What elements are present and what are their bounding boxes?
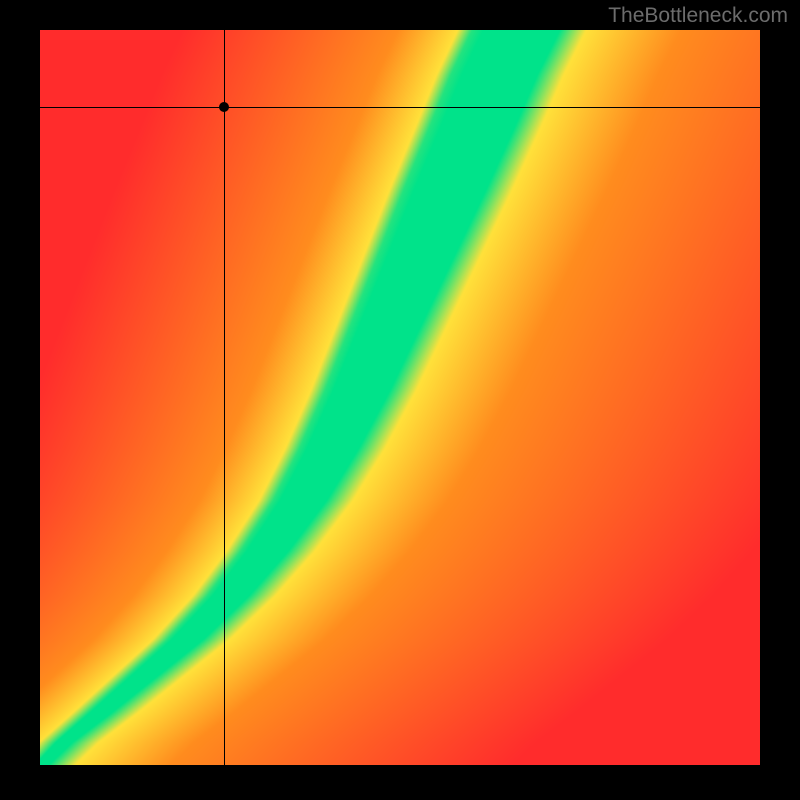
crosshair-vertical: [224, 30, 225, 765]
heatmap-canvas: [40, 30, 760, 765]
heatmap-chart: [40, 30, 760, 765]
watermark-text: TheBottleneck.com: [608, 4, 788, 28]
crosshair-marker: [219, 102, 229, 112]
crosshair-horizontal: [40, 107, 760, 108]
